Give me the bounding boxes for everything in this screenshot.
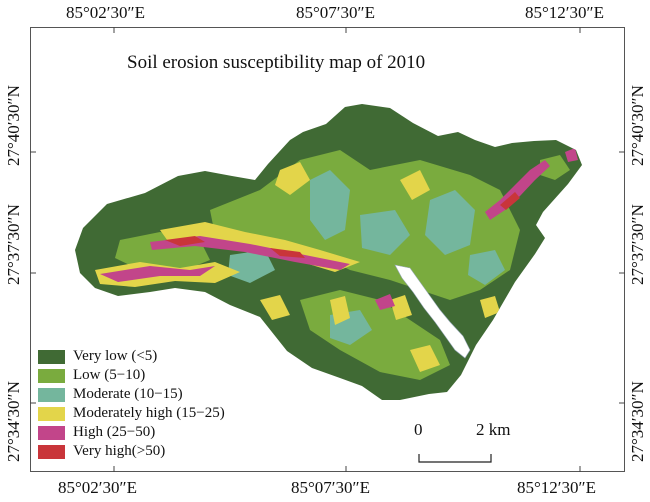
legend-swatch-high [38, 425, 65, 440]
very-high-zones [165, 192, 520, 258]
longitude-label-bottom-3: 85°12′30″E [517, 478, 596, 497]
legend-item-moderately-high: Moderately high (15−25) [38, 404, 225, 423]
moderate-zones [228, 170, 505, 345]
legend-item-very-high: Very high(>50) [38, 442, 225, 461]
legend: Very low (<5) Low (5−10) Moderate (10−15… [38, 347, 225, 461]
legend-label-moderate: Moderate (10−15) [73, 386, 183, 402]
legend-item-high: High (25−50) [38, 423, 225, 442]
scale-bar-end-label: 2 km [476, 420, 511, 439]
map-title: Soil erosion susceptibility map of 2010 [127, 52, 426, 73]
legend-swatch-very-low [38, 349, 65, 364]
legend-swatch-moderately-high [38, 406, 65, 421]
scale-bar-line [418, 454, 492, 463]
reservoir-lake [394, 264, 471, 359]
legend-item-very-low: Very low (<5) [38, 347, 225, 366]
longitude-label-bottom-2: 85°07′30″E [291, 478, 370, 497]
legend-label-moderately-high: Moderately high (15−25) [73, 405, 225, 421]
scale-bar: 0 2 km [414, 420, 510, 470]
legend-label-very-low: Very low (<5) [73, 348, 158, 364]
legend-swatch-moderate [38, 387, 65, 402]
longitude-label-top-3: 85°12′30″E [525, 3, 604, 22]
legend-swatch-low [38, 368, 65, 383]
longitude-label-top-1: 85°02′30″E [66, 3, 145, 22]
legend-label-very-high: Very high(>50) [73, 443, 166, 459]
legend-item-moderate: Moderate (10−15) [38, 385, 225, 404]
legend-item-low: Low (5−10) [38, 366, 225, 385]
longitude-label-top-2: 85°07′30″E [296, 3, 375, 22]
legend-swatch-very-high [38, 444, 65, 459]
legend-label-low: Low (5−10) [73, 367, 146, 383]
scale-bar-start-label: 0 [414, 420, 423, 439]
longitude-label-bottom-1: 85°02′30″E [58, 478, 137, 497]
legend-label-high: High (25−50) [73, 424, 156, 440]
